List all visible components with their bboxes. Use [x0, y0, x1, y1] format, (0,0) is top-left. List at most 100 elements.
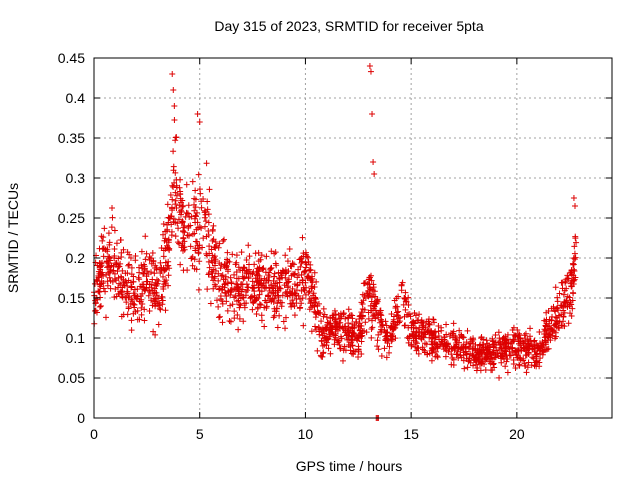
data-point: [368, 326, 375, 333]
data-point: [240, 294, 247, 301]
data-point: [178, 208, 185, 215]
data-point: [261, 323, 268, 330]
data-point: [165, 219, 172, 226]
y-tick-label: 0.05: [58, 370, 85, 386]
data-point: [105, 255, 112, 262]
data-point: [124, 288, 131, 295]
data-point: [212, 283, 219, 290]
data-point: [215, 277, 222, 284]
data-point: [384, 336, 391, 343]
data-point: [100, 234, 107, 241]
data-point: [164, 262, 171, 269]
data-point: [265, 293, 272, 300]
data-point: [422, 331, 429, 338]
data-point: [366, 281, 373, 288]
data-point: [428, 338, 435, 345]
data-point: [298, 287, 305, 294]
data-point: [117, 260, 124, 267]
data-point: [395, 308, 402, 315]
data-point: [410, 328, 417, 335]
data-point: [365, 309, 372, 316]
data-point: [447, 333, 454, 340]
data-point: [201, 214, 208, 221]
data-point: [399, 279, 406, 286]
data-point: [401, 322, 408, 329]
data-point: [302, 249, 309, 256]
data-point: [215, 303, 222, 310]
data-point: [92, 307, 99, 314]
data-point: [323, 314, 330, 321]
data-point: [246, 253, 253, 260]
data-point: [327, 330, 334, 337]
data-point: [453, 343, 460, 350]
data-point: [174, 239, 181, 246]
data-point: [395, 293, 402, 300]
data-point: [150, 328, 157, 335]
data-point: [368, 272, 375, 279]
data-point: [383, 335, 390, 342]
data-point: [268, 298, 275, 305]
data-point: [303, 284, 310, 291]
data-point: [318, 318, 325, 325]
data-point: [270, 277, 277, 284]
data-point: [177, 176, 184, 183]
data-point: [560, 304, 567, 311]
data-point: [200, 195, 207, 202]
data-point: [266, 284, 273, 291]
data-point: [539, 347, 546, 354]
data-point: [202, 218, 209, 225]
data-point: [426, 321, 433, 328]
y-tick-label: 0.15: [58, 290, 85, 306]
data-point: [263, 253, 270, 260]
data-point: [273, 308, 280, 315]
data-point: [215, 314, 222, 321]
data-point: [206, 264, 213, 271]
data-point: [287, 300, 294, 307]
data-point: [554, 298, 561, 305]
data-point: [409, 332, 416, 339]
y-axis-label: SRMTID / TECUs: [5, 183, 21, 293]
data-point: [251, 261, 258, 268]
data-point: [205, 258, 212, 265]
data-point: [156, 299, 163, 306]
data-point: [354, 334, 361, 341]
data-point: [359, 300, 366, 307]
data-point: [255, 284, 262, 291]
data-point: [236, 288, 243, 295]
data-point: [401, 295, 408, 302]
data-point: [203, 160, 210, 167]
data-point: [524, 364, 531, 371]
data-point: [253, 269, 260, 276]
data-point: [249, 278, 256, 285]
data-point: [457, 352, 464, 359]
data-point: [308, 328, 315, 335]
data-point: [569, 289, 576, 296]
data-point: [509, 345, 516, 352]
data-point: [282, 252, 289, 259]
data-point: [227, 302, 234, 309]
data-point: [105, 230, 112, 237]
data-point: [189, 254, 196, 261]
axis-ticks: 0 0.05 0.1 0.15 0.2 0.25 0.3 0.35 0.4 0.45 0 5 10 15 2…: [58, 50, 612, 442]
data-point: [112, 285, 119, 292]
data-point: [112, 260, 119, 267]
data-point: [148, 284, 155, 291]
data-point: [542, 322, 549, 329]
data-point: [128, 283, 135, 290]
data-point: [258, 312, 265, 319]
data-point: [307, 267, 314, 274]
data-point: [411, 320, 418, 327]
data-point: [139, 290, 146, 297]
data-point: [223, 298, 230, 305]
data-point: [169, 196, 176, 203]
data-point: [141, 306, 148, 313]
data-point: [136, 276, 143, 283]
data-point: [165, 258, 172, 265]
data-point: [456, 327, 463, 334]
data-point: [218, 261, 225, 268]
data-point: [191, 207, 198, 214]
data-point: [131, 286, 138, 293]
data-point: [496, 374, 503, 381]
data-point: [291, 312, 298, 319]
data-point: [571, 250, 578, 257]
